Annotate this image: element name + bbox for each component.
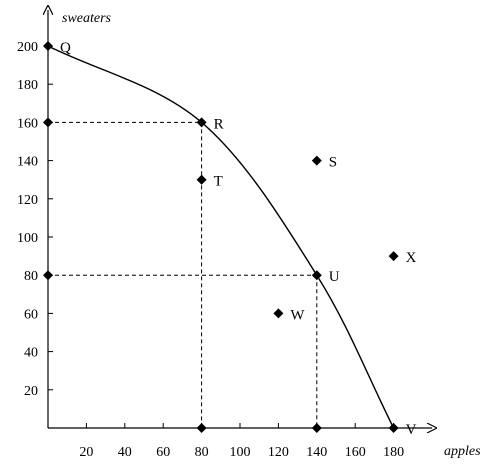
- x-axis-marker-140: [311, 423, 322, 433]
- data-points: Q R S T U V W X: [43, 40, 417, 438]
- x-tick-label-160: 160: [345, 445, 366, 460]
- x-tick-label-40: 40: [118, 445, 132, 460]
- point-label-w: W: [290, 307, 305, 323]
- point-r: [196, 117, 207, 128]
- y-tick-label-20: 20: [24, 384, 38, 399]
- ppf-curve-group: [47, 45, 395, 429]
- y-tick-label-140: 140: [17, 155, 38, 170]
- y-tick-label-80: 80: [24, 269, 38, 284]
- x-tick-label-120: 120: [268, 445, 289, 460]
- y-tick-label-40: 40: [24, 346, 38, 361]
- x-tick-label-180: 180: [383, 445, 404, 460]
- y-tick-label-200: 200: [17, 40, 38, 55]
- y-tick-label-180: 180: [17, 78, 38, 93]
- x-tick-label-60: 60: [156, 445, 170, 460]
- point-v: [388, 423, 399, 433]
- x-axis-marker-80: [196, 423, 207, 433]
- point-label-t: T: [214, 174, 223, 190]
- point-label-q: Q: [60, 40, 71, 56]
- y-tick-label-160: 160: [17, 116, 38, 131]
- y-axis-marker-160: [43, 117, 53, 128]
- point-label-v: V: [406, 422, 417, 438]
- point-label-u: U: [329, 269, 340, 285]
- x-axis-title: apples: [444, 444, 481, 459]
- y-tick-label-60: 60: [24, 307, 38, 322]
- point-label-x: X: [406, 250, 417, 266]
- ticks: 20 40 60 80 100 120 140 160 180 200 20 40 60 80 100 120…: [17, 40, 404, 460]
- point-q: [43, 41, 53, 51]
- axis-markers: [43, 117, 322, 433]
- point-label-r: R: [214, 116, 224, 132]
- point-s: [311, 155, 322, 166]
- x-tick-label-80: 80: [195, 445, 209, 460]
- x-tick-label-20: 20: [79, 445, 93, 460]
- y-tick-label-120: 120: [17, 193, 38, 208]
- point-x: [388, 251, 399, 262]
- y-axis-marker-80: [43, 270, 53, 281]
- point-t: [196, 174, 207, 185]
- point-w: [273, 308, 284, 319]
- ppf-curve: [47, 45, 395, 429]
- x-tick-label-100: 100: [230, 445, 251, 460]
- point-label-s: S: [329, 155, 337, 171]
- x-tick-label-140: 140: [306, 445, 327, 460]
- point-u: [311, 270, 322, 281]
- dashed-guides: [48, 121, 318, 428]
- axes: sweaters apples: [48, 10, 481, 459]
- y-axis-title: sweaters: [62, 11, 112, 26]
- y-tick-label-100: 100: [17, 231, 38, 246]
